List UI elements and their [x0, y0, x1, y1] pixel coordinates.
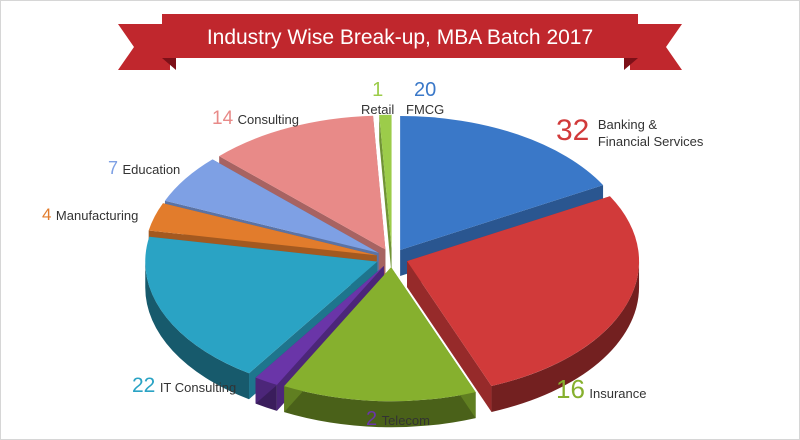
- slice-rim: [491, 261, 640, 412]
- slice-top: [400, 116, 604, 251]
- slice-name-education: Education: [122, 162, 181, 177]
- slice-rim: [145, 261, 250, 400]
- slice-name-banking-line1: Banking &: [597, 117, 658, 132]
- slice-value-insurance: 16: [556, 374, 585, 404]
- slice-name-consulting: Consulting: [237, 112, 300, 127]
- slice-value-consulting: 14: [212, 108, 234, 129]
- slice-value-education: 7: [108, 158, 119, 178]
- slice-value-it-consulting: 22: [132, 374, 156, 397]
- pie-slice-retail: [379, 114, 392, 275]
- title-banner: Industry Wise Break-up, MBA Batch 2017: [118, 14, 682, 70]
- chart-title: Industry Wise Break-up, MBA Batch 2017: [207, 26, 593, 49]
- slice-name-it-consulting: IT Consulting: [159, 380, 237, 395]
- slice-top: [148, 203, 377, 256]
- slice-name-telecom: Telecom: [381, 413, 430, 428]
- banner-left-tail: [118, 24, 170, 70]
- slice-label-banking: 32 Banking & Financial Services: [556, 116, 703, 150]
- slice-label-education: 7 Education: [108, 158, 180, 180]
- slice-label-manufacturing: 4 Manufacturing: [42, 205, 138, 226]
- slice-name-manufacturing: Manufacturing: [55, 208, 139, 223]
- slice-name-insurance: Insurance: [589, 386, 647, 401]
- banner-body: [162, 14, 638, 58]
- banner-right-tail: [630, 24, 682, 70]
- slice-top: [379, 114, 392, 249]
- slice-top: [407, 196, 640, 386]
- slice-cut-face: [407, 261, 492, 412]
- slice-value-fmcg: 20: [414, 79, 437, 101]
- slice-value-banking: 32: [556, 114, 590, 147]
- slice-name-fmcg: FMCG: [406, 102, 445, 117]
- slice-value-retail: 1: [372, 79, 384, 101]
- pie-slice-insurance: [284, 267, 476, 428]
- slice-label-it-consulting: 22 IT Consulting: [132, 374, 236, 400]
- pie-slice-banking-and-financial-services: [407, 196, 640, 412]
- slice-label-telecom: 2 Telecom: [366, 408, 430, 432]
- slice-name-retail: Retail: [361, 102, 395, 117]
- slice-top: [284, 267, 476, 402]
- slice-value-manufacturing: 4: [42, 205, 52, 224]
- slice-top: [145, 236, 378, 374]
- slice-label-consulting: 14 Consulting: [212, 108, 299, 131]
- slice-name-banking-line2: Financial Services: [597, 134, 704, 149]
- slice-value-telecom: 2: [366, 408, 378, 430]
- slice-top: [219, 115, 386, 250]
- slice-label-insurance: 16 Insurance: [556, 376, 646, 407]
- slice-top: [255, 265, 384, 385]
- banner-right-fold: [624, 58, 638, 70]
- slice-top: [164, 159, 379, 253]
- slice-label-fmcg: 20 FMCG: [406, 80, 444, 116]
- banner-left-fold: [162, 58, 176, 70]
- slice-rim: [284, 386, 476, 428]
- slice-cut-face: [379, 114, 392, 275]
- slice-label-retail: 1 Retail: [361, 80, 394, 116]
